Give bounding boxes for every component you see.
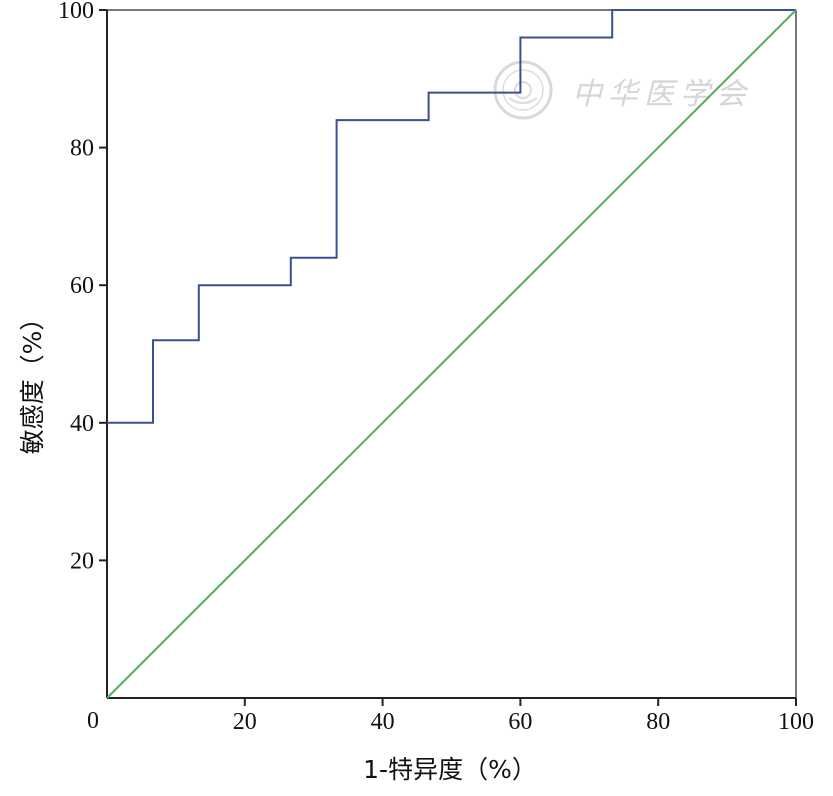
society-seal-icon [493, 60, 553, 120]
series-layer [106, 9, 797, 699]
x-tick-label: 20 [233, 709, 257, 735]
y-tick-label: 60 [70, 273, 94, 299]
x-tick-label: 60 [508, 709, 532, 735]
origin-label: 0 [87, 708, 99, 734]
watermark: 中华医学会 [493, 60, 752, 120]
x-tick-label: 100 [778, 709, 814, 735]
roc-curve-line [107, 9, 796, 424]
tick-layer: 20 40 60 80 100 20 40 60 80 100 [58, 0, 814, 735]
y-axis-title: 敏感度（%） [18, 306, 47, 455]
reference-diagonal-line [106, 9, 797, 699]
x-tick-label: 80 [646, 709, 670, 735]
watermark-text: 中华医学会 [572, 77, 752, 112]
x-tick-label: 40 [371, 709, 395, 735]
y-tick-label: 80 [70, 136, 94, 162]
y-tick-label: 20 [70, 548, 94, 574]
y-tick-label: 100 [58, 0, 94, 24]
y-tick-label: 40 [70, 411, 94, 437]
x-axis-title: 1-特异度（%） [363, 755, 537, 784]
